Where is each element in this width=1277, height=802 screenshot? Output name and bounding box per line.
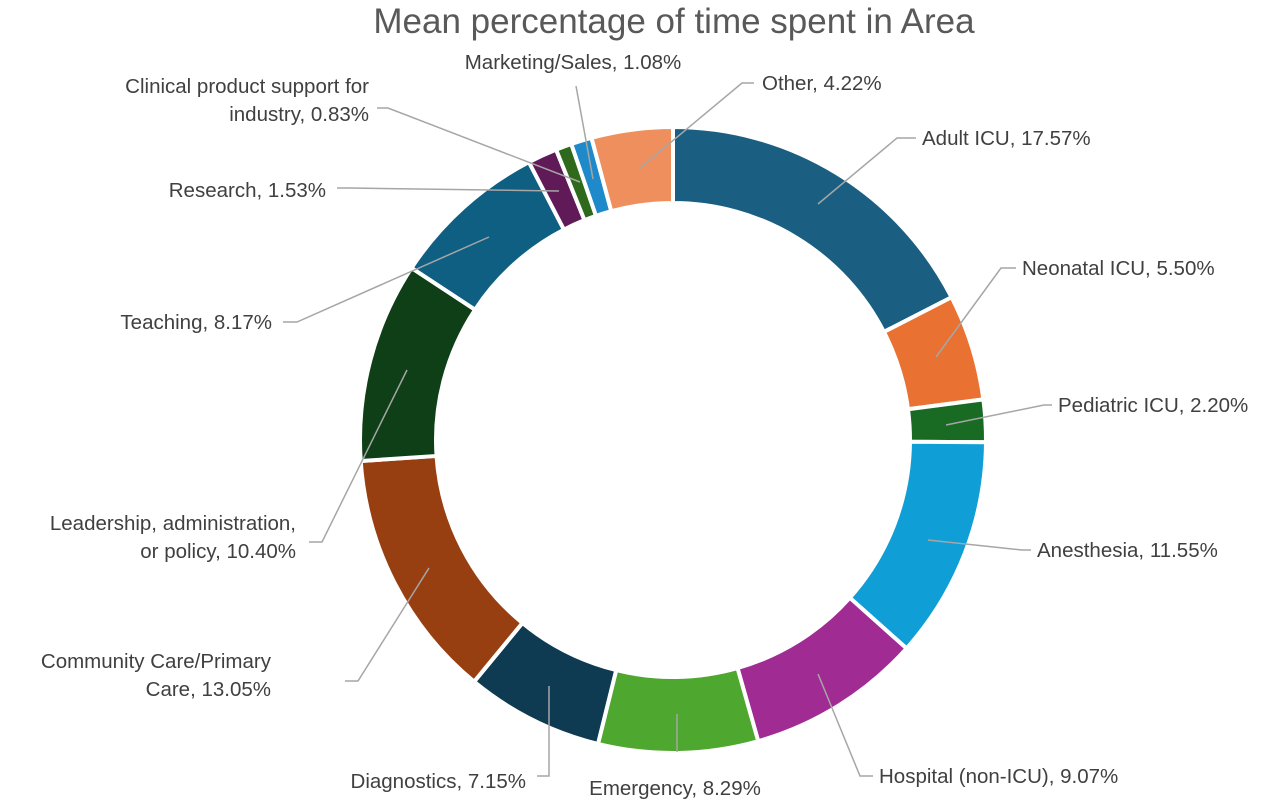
leader-line-2 — [945, 404, 1052, 426]
slice-label-5: Emergency, 8.29% — [589, 777, 761, 800]
donut-slices — [358, 124, 989, 755]
slice-5 — [595, 665, 761, 755]
slice-label-line: Neonatal ICU, 5.50% — [1022, 257, 1215, 280]
slice-label-line: Research, 1.53% — [169, 179, 326, 202]
slice-label-6: Diagnostics, 7.15% — [351, 770, 526, 793]
slice-label-line: industry, 0.83% — [229, 103, 369, 126]
slice-13 — [589, 124, 675, 214]
slice-label-line: Leadership, administration, — [50, 512, 296, 535]
slice-label-line: Marketing/Sales, 1.08% — [465, 51, 682, 74]
slice-label-1: Neonatal ICU, 5.50% — [1022, 257, 1215, 280]
slice-label-line: Adult ICU, 17.57% — [922, 127, 1091, 150]
slice-label-line: Anesthesia, 11.55% — [1037, 539, 1218, 562]
slice-label-0: Adult ICU, 17.57% — [922, 127, 1091, 150]
slice-label-12: Marketing/Sales, 1.08% — [465, 51, 682, 74]
slice-0 — [671, 124, 955, 335]
slice-2 — [905, 397, 988, 445]
slice-label-10: Research, 1.53% — [169, 179, 326, 202]
leader-line-0 — [817, 137, 916, 205]
leader-line-12 — [575, 85, 594, 180]
slice-label-line: Hospital (non-ICU), 9.07% — [879, 765, 1118, 788]
leader-line-10 — [337, 187, 560, 192]
slice-label-line: Emergency, 8.29% — [589, 777, 761, 800]
slice-label-3: Anesthesia, 11.55% — [1037, 539, 1218, 562]
leader-line-9 — [283, 236, 490, 323]
chart-title: Mean percentage of time spent in Area — [373, 2, 975, 41]
leader-line-6 — [537, 686, 550, 777]
slice-label-line: Clinical product support for — [125, 75, 369, 98]
leader-line-8 — [309, 369, 408, 543]
slice-label-11: Clinical product support for industry, 0.… — [125, 75, 369, 126]
leader-line-3 — [927, 539, 1031, 551]
slice-label-2: Pediatric ICU, 2.20% — [1058, 394, 1248, 417]
slice-labels: Adult ICU, 17.57% Neonatal ICU, 5.50% Pedi… — [41, 51, 1248, 800]
slice-label-4: Hospital (non-ICU), 9.07% — [879, 765, 1118, 788]
leader-lines — [283, 82, 1052, 777]
slice-label-8: Leadership, administration, or policy, 10… — [50, 512, 296, 563]
leader-line-13 — [639, 82, 754, 169]
leader-line-7 — [345, 567, 430, 682]
slice-label-line: Community Care/Primary — [41, 650, 272, 673]
slice-label-line: or policy, 10.40% — [140, 540, 296, 563]
leader-line-4 — [817, 673, 873, 777]
slice-label-line: Diagnostics, 7.15% — [351, 770, 526, 793]
slice-label-line: Care, 13.05% — [146, 678, 271, 701]
leader-line-11 — [377, 107, 581, 183]
slice-label-9: Teaching, 8.17% — [120, 311, 272, 334]
slice-7 — [358, 453, 526, 685]
slice-label-line: Other, 4.22% — [762, 72, 882, 95]
slice-label-13: Other, 4.22% — [762, 72, 882, 95]
leader-line-1 — [935, 267, 1016, 358]
slice-label-7: Community Care/Primary Care, 13.05% — [41, 650, 272, 701]
slice-label-line: Teaching, 8.17% — [120, 311, 272, 334]
slice-label-line: Pediatric ICU, 2.20% — [1058, 394, 1248, 417]
